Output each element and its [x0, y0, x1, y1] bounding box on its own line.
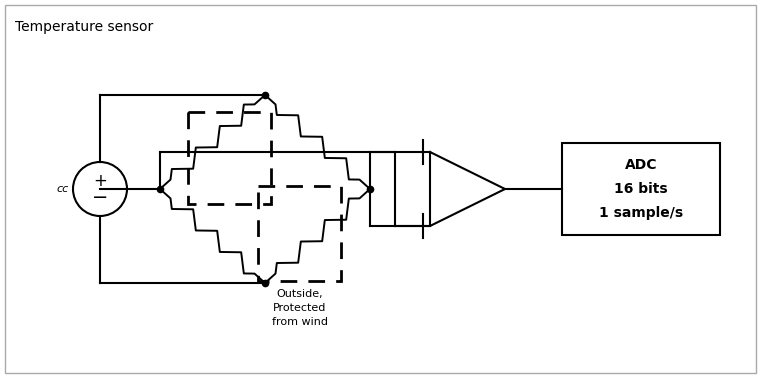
Bar — [258, 186, 341, 281]
Text: +: + — [93, 172, 107, 190]
Text: −: − — [92, 189, 108, 208]
Text: cc: cc — [57, 184, 69, 194]
Text: Temperature sensor: Temperature sensor — [15, 20, 153, 34]
Bar — [562, 143, 720, 235]
Text: Outside,
Protected
from wind: Outside, Protected from wind — [272, 289, 327, 327]
Bar — [188, 112, 271, 204]
Text: ADC
16 bits
1 sample/s: ADC 16 bits 1 sample/s — [599, 158, 683, 220]
